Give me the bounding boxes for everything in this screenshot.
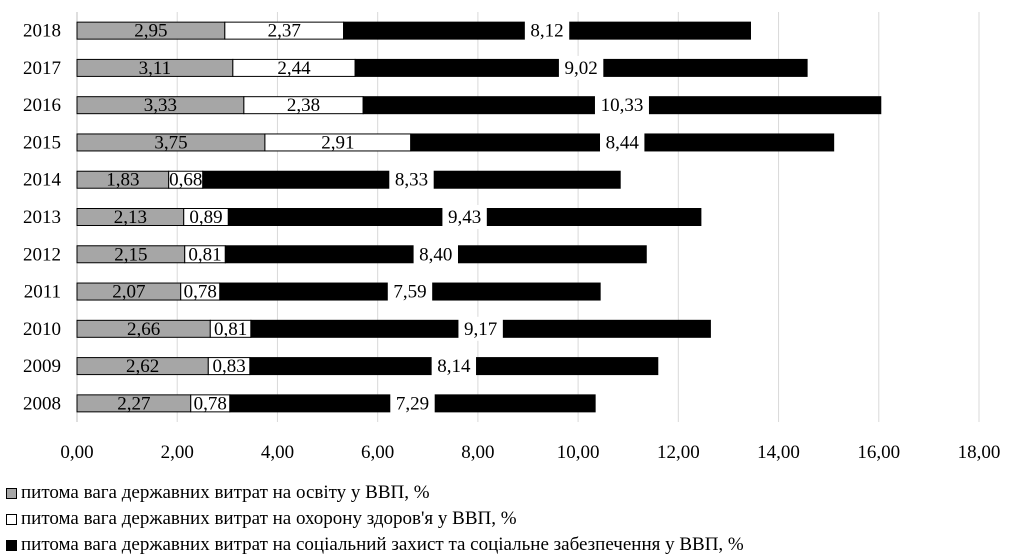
x-tick-label: 4,00 [261, 442, 294, 463]
data-labels: 2,95 2,37 8,12 3,11 2,44 9,02 3,33 2,38 10,33 3,7… [106, 18, 649, 416]
data-label-box [524, 18, 570, 43]
data-label-health: 2,91 [321, 132, 354, 153]
x-tick-label: 14,00 [757, 442, 800, 463]
data-label-social: 7,59 [393, 282, 426, 303]
y-category-label: 2012 [23, 244, 61, 265]
data-label-education: 2,66 [127, 319, 160, 340]
data-label-education: 3,33 [144, 95, 177, 116]
data-label-social: 8,14 [437, 356, 471, 377]
data-label-education: 3,75 [154, 132, 187, 153]
data-label-education: 3,11 [139, 58, 172, 79]
legend-swatch-social [6, 539, 17, 551]
data-label-box [413, 242, 458, 267]
data-label-box [558, 55, 604, 80]
legend-swatch-health [6, 513, 17, 525]
y-category-label: 2010 [23, 319, 61, 340]
x-tick-label: 16,00 [857, 442, 900, 463]
y-category-label: 2015 [23, 132, 61, 153]
data-label-education: 2,62 [126, 356, 159, 377]
data-label-health: 0,78 [184, 282, 217, 303]
legend-label-education: питома вага державних витрат на освіту у… [21, 482, 430, 503]
data-label-education: 2,15 [114, 244, 147, 265]
data-label-social: 10,33 [601, 95, 644, 116]
data-label-health: 0,78 [194, 393, 227, 414]
data-label-health: 0,89 [189, 207, 222, 228]
data-label-box [600, 130, 645, 155]
data-label-health: 0,81 [214, 319, 247, 340]
x-tick-label: 10,00 [557, 442, 600, 463]
data-label-education: 2,27 [117, 393, 150, 414]
legend-item-education: питома вага державних витрат на освіту у… [6, 480, 744, 506]
data-label-health: 2,37 [268, 21, 301, 42]
legend-item-social: питома вага державних витрат на соціальн… [6, 532, 744, 558]
x-tick-label: 0,00 [60, 442, 93, 463]
legend-label-social: питома вага державних витрат на соціальн… [21, 534, 744, 555]
y-category-label: 2008 [23, 393, 61, 414]
data-label-education: 2,13 [114, 207, 147, 228]
data-label-education: 2,07 [112, 282, 145, 303]
data-label-box [387, 279, 433, 304]
data-label-box [431, 354, 477, 379]
data-label-education: 1,83 [106, 170, 139, 191]
data-label-social: 9,17 [464, 319, 497, 340]
y-category-label: 2017 [23, 58, 61, 79]
legend-swatch-education [6, 487, 17, 499]
stacked-bar-chart: 2,95 2,37 8,12 3,11 2,44 9,02 3,33 2,38 10,33 3,7… [23, 12, 1000, 463]
x-tick-label: 12,00 [657, 442, 700, 463]
data-label-health: 0,68 [169, 170, 202, 191]
data-label-social: 8,12 [530, 21, 563, 42]
legend-item-health: питома вага державних витрат на охорону … [6, 506, 744, 532]
data-label-social: 8,33 [395, 170, 428, 191]
x-axis-ticks: 0,00 2,00 4,00 6,00 8,00 10,00 12,00 14,00 16,00… [60, 442, 1000, 463]
data-label-social: 9,02 [564, 58, 597, 79]
data-label-health: 0,83 [212, 356, 245, 377]
data-label-health: 2,38 [287, 95, 320, 116]
y-category-label: 2018 [23, 21, 61, 42]
data-label-education: 2,95 [134, 21, 167, 42]
data-label-social: 9,43 [448, 207, 481, 228]
data-label-box [442, 205, 487, 229]
data-label-health: 0,81 [188, 244, 221, 265]
data-label-box [389, 167, 434, 192]
x-tick-label: 6,00 [361, 442, 394, 463]
x-tick-label: 8,00 [461, 442, 494, 463]
data-label-box [594, 93, 649, 118]
legend-label-health: питома вага державних витрат на охорону … [21, 508, 517, 529]
y-category-label: 2014 [23, 170, 62, 191]
data-label-social: 8,44 [606, 132, 640, 153]
y-category-label: 2016 [23, 95, 61, 116]
data-label-box [458, 316, 503, 341]
data-label-social: 7,29 [396, 393, 429, 414]
legend: питома вага державних витрат на освіту у… [6, 480, 744, 558]
data-label-social: 8,40 [419, 244, 452, 265]
x-tick-label: 2,00 [161, 442, 194, 463]
y-category-label: 2009 [23, 356, 61, 377]
x-tick-label: 18,00 [958, 442, 1001, 463]
data-label-box [390, 391, 435, 416]
data-label-health: 2,44 [277, 58, 311, 79]
y-axis-categories: 2018 2017 2016 2015 2014 2013 2012 2011 2010 2009… [23, 21, 62, 415]
y-category-label: 2011 [24, 282, 61, 303]
y-category-label: 2013 [23, 207, 61, 228]
